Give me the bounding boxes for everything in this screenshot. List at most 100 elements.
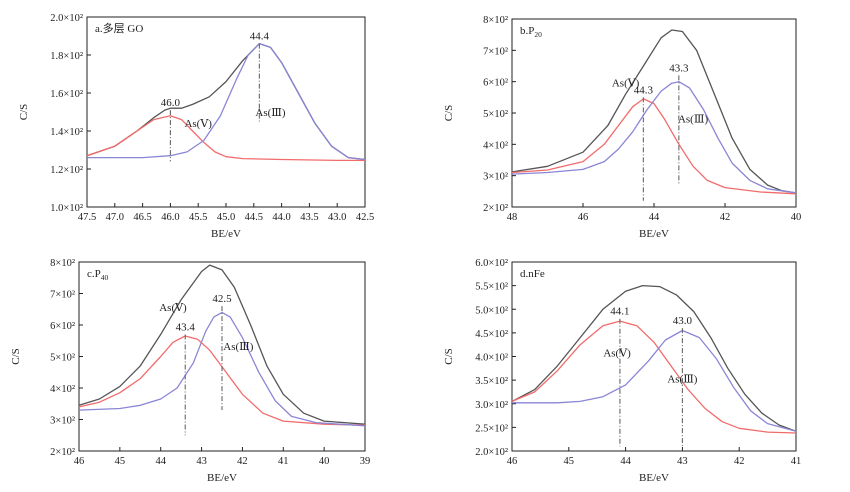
y-tick-label: 3.0×10² [475, 400, 508, 411]
x-tick-label: 47.5 [78, 212, 96, 223]
y-tick-label: 5×10² [50, 353, 75, 364]
series-line-as_v [511, 98, 797, 195]
x-tick-label: 46 [578, 212, 589, 223]
y-tick-label: 8×10² [483, 15, 508, 26]
x-tick-label: 44.5 [245, 212, 263, 223]
x-tick-label: 45 [564, 456, 575, 467]
x-tick-label: 46.0 [161, 212, 179, 223]
xps-panel-4: 46 45 44 43 42 41 2.0×10² 2.5×10² 3.0×10² 3.5×10²… [443, 258, 801, 484]
y-tick-label: 1.0×10² [50, 203, 83, 214]
series-line-total [511, 29, 797, 194]
species-annotation: As(Ⅴ) [184, 118, 212, 130]
y-tick-label: 2.5×10² [475, 423, 508, 434]
x-tick-label: 42 [237, 456, 248, 467]
x-tick-label: 40 [319, 456, 330, 467]
y-tick-label: 7×10² [50, 290, 75, 301]
panel-label-text: b.P [520, 25, 534, 37]
y-tick-label: 1.8×10² [50, 51, 83, 62]
y-axis-label: C/S [443, 105, 455, 122]
x-tick-label: 43.0 [328, 212, 346, 223]
y-axis-label: C/S [10, 348, 22, 365]
panel-label: b.P20 [520, 25, 542, 39]
x-tick-label: 40 [791, 212, 802, 223]
x-tick-label: 39 [360, 456, 371, 467]
x-axis-label: BE/eV [639, 228, 669, 240]
panel-label-subscript: 20 [534, 30, 542, 39]
y-tick-label: 4.5×10² [475, 329, 508, 340]
series-line-as_iii [512, 329, 797, 432]
xps-panel-3: 46 45 44 43 42 41 40 39 2×10² 3×10² 4×10² 5×10² 6×10… [10, 258, 370, 484]
x-tick-label: 48 [507, 212, 518, 223]
x-tick-label: 44 [155, 456, 166, 467]
x-tick-label: 44 [649, 212, 660, 223]
y-tick-label: 4×10² [483, 140, 508, 151]
y-tick-label: 2.0×10² [50, 13, 83, 24]
panel-label: c.P40 [87, 268, 109, 282]
y-tick-label: 1.6×10² [50, 89, 83, 100]
x-tick-label: 46.5 [133, 212, 151, 223]
y-axis-label: C/S [443, 348, 455, 365]
y-tick-label: 2×10² [483, 203, 508, 214]
series-line-total [78, 264, 366, 425]
peak-marker-label: 46.0 [161, 97, 181, 109]
xps-panel-1: 47.5 47.0 46.5 46.0 45.5 45.0 44.5 44.0 43.5 43.0… [18, 13, 374, 240]
x-axis-label: BE/eV [211, 228, 241, 240]
species-annotation: As(Ⅲ) [255, 107, 285, 119]
plot-frame [511, 261, 797, 452]
x-tick-label: 45.5 [189, 212, 207, 223]
peak-marker-label: 43.0 [673, 315, 693, 327]
y-tick-label: 2×10² [50, 447, 75, 458]
series-line-as_iii [78, 311, 366, 427]
x-tick-label: 45.0 [217, 212, 235, 223]
x-tick-label: 42 [720, 212, 731, 223]
species-annotation: As(Ⅲ) [223, 341, 253, 353]
y-tick-label: 2.0×10² [475, 447, 508, 458]
y-tick-label: 6×10² [483, 78, 508, 89]
panel-label-text: d.nFe [520, 268, 545, 280]
species-annotation: As(Ⅴ) [612, 77, 640, 89]
x-tick-label: 43 [196, 456, 207, 467]
y-tick-label: 7×10² [483, 46, 508, 57]
y-tick-label: 3×10² [483, 172, 508, 183]
peak-marker-label: 42.5 [212, 293, 232, 305]
x-tick-label: 46 [74, 456, 85, 467]
plot-frame [511, 18, 797, 208]
species-annotation: As(Ⅲ) [678, 113, 708, 125]
y-axis-label: C/S [18, 104, 30, 121]
y-tick-label: 4×10² [50, 384, 75, 395]
series-line-total [511, 284, 797, 432]
y-tick-label: 6×10² [50, 321, 75, 332]
x-tick-label: 41 [278, 456, 289, 467]
y-tick-label: 5×10² [483, 109, 508, 120]
panel-label-text: a.多层 GO [95, 21, 143, 35]
x-axis-label: BE/eV [639, 472, 669, 484]
plot-frame [86, 16, 366, 208]
peak-marker-label: 43.4 [176, 321, 196, 333]
x-tick-label: 44 [620, 456, 631, 467]
species-annotation: As(Ⅲ) [667, 373, 697, 385]
peak-marker-label: 44.1 [610, 306, 629, 318]
xps-panel-2: 48 46 44 42 40 2×10² 3×10² 4×10² 5×10² 6×10² 7×10²… [443, 15, 801, 240]
y-tick-label: 8×10² [50, 258, 75, 269]
series-line-as_v [86, 115, 365, 162]
panel-label-text: c.P [87, 268, 101, 280]
x-tick-label: 47.0 [106, 212, 124, 223]
x-tick-label: 44.0 [272, 212, 290, 223]
y-tick-label: 4.0×10² [475, 353, 508, 364]
series-line-as_iii [511, 81, 797, 194]
x-tick-label: 42.5 [356, 212, 374, 223]
y-tick-label: 3.5×10² [475, 376, 508, 387]
x-tick-label: 43.5 [300, 212, 318, 223]
y-tick-label: 6.0×10² [475, 258, 508, 269]
peak-marker-label: 43.3 [669, 62, 689, 74]
y-tick-label: 1.2×10² [50, 165, 83, 176]
series-line-as_v [511, 320, 797, 434]
species-annotation: As(Ⅴ) [603, 348, 631, 360]
species-annotation: As(Ⅴ) [159, 302, 187, 314]
x-axis-label: BE/eV [207, 472, 237, 484]
x-tick-label: 46 [507, 456, 518, 467]
x-tick-label: 41 [791, 456, 802, 467]
panel-label-subscript: 40 [101, 273, 109, 282]
x-tick-label: 45 [115, 456, 126, 467]
